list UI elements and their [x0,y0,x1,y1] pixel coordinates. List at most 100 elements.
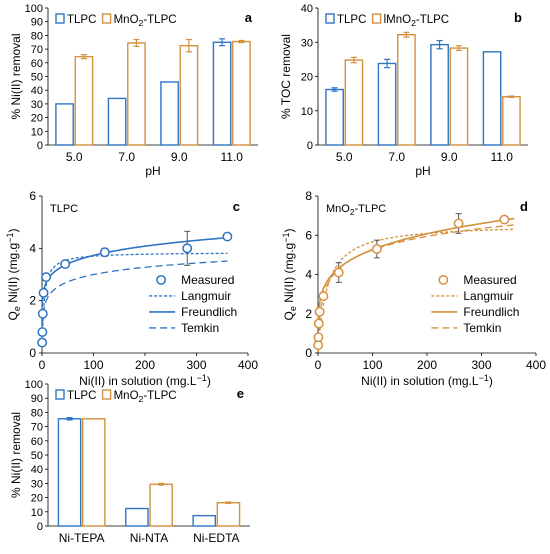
x-tick-label: 5.0 [66,150,83,164]
bar-mno2-tlpc [232,40,251,146]
bar-tlpc [325,88,344,146]
text-span: TLPC [337,14,366,26]
legend-label: MnO2-TLPC [114,390,177,404]
y-tick-label: 40 [301,3,313,15]
y-tick-label: 10 [301,106,313,118]
y-axis-label: % Ni(II) removal [9,412,23,498]
text-span: e [12,306,22,311]
text-span: -TLPC [354,203,386,215]
y-tick-label: 80 [31,30,43,42]
text-span: e [288,306,298,311]
y-axis-label: % TOC removal [279,34,293,119]
x-tick-label: 200 [417,358,437,372]
bar-lmno2-tlpc [344,59,364,146]
text-span: TLPC [67,390,96,402]
y-tick-label: 60 [31,58,43,70]
bar-mno2-tlpc [74,55,94,146]
y-tick-label: 20 [31,493,43,505]
text-span: % TOC removal [279,34,293,119]
bar-mno2-tlpc [179,44,199,146]
y-tick-label: 0 [37,140,43,152]
text-span: 2 [139,18,144,28]
text-span: MnO [386,14,411,26]
y-tick-label: 6 [29,189,36,203]
y-tick-label: 50 [31,450,43,462]
y-tick-label: 60 [31,436,43,448]
bar-tlpc [55,103,74,146]
measured-point [37,327,48,338]
text-span: Q [6,311,20,320]
legend-label: Measured [181,273,234,287]
measured-point [222,231,233,242]
y-axis-label: Qe Ni(II) (mg.g−1) [281,229,298,321]
y-tick-label: 90 [31,17,43,29]
legend-marker [438,274,449,285]
bar-tlpc [57,418,82,527]
text-span: ) [282,229,296,233]
x-axis-label: Ni(II) in solution (mg.L−1) [79,373,211,388]
y-tick-label: 90 [31,393,43,405]
legend-label: Langmuir [463,289,513,303]
text-span: l [384,14,387,26]
text-span: −1 [5,233,15,243]
x-tick-label: 11.0 [491,150,514,164]
text-span: Ni(II) in solution (mg [361,374,468,388]
bar-tlpc [430,43,449,146]
y-tick-label: 40 [31,464,43,476]
y-axis-label: % Ni(II) removal [9,33,23,119]
y-tick-label: 20 [301,72,313,84]
bar-mno2-tlpc [127,42,146,146]
text-span: .g [282,243,296,253]
x-axis-label: pH [145,164,160,178]
measured-point [37,308,48,319]
x-tick-label: 100 [362,358,382,372]
legend-label: lMnO2-TLPC [384,14,450,28]
legend-label: TLPC [67,14,96,26]
bar-tlpc [107,97,127,146]
text-span: −1 [479,373,489,383]
y-tick-label: 100 [25,379,43,391]
legend-swatch [101,13,112,24]
text-span: ) [489,374,493,388]
y-tick-label: 8 [305,189,312,203]
measured-point [41,272,52,283]
legend-swatch [55,13,65,24]
y-tick-label: 40 [31,85,43,97]
legend-label: Freundlich [181,305,237,319]
legend-swatch [55,389,65,400]
panel-label: b [514,10,522,25]
y-tick-label: 2 [29,294,36,308]
text-span: MnO [114,14,139,26]
x-tick-label: 400 [526,358,546,372]
text-span: 2 [350,208,355,217]
legend-swatch [371,13,382,24]
text-span: .L [187,374,197,388]
x-tick-label: 9.0 [441,150,458,164]
text-span: -TLPC [143,390,176,402]
measured-point [99,247,110,258]
bar-tlpc [192,514,217,527]
y-tick-label: 6 [305,228,312,242]
y-tick-label: 30 [31,478,43,490]
measured-point [37,337,48,348]
x-tick-label: 7.0 [388,150,405,164]
text-span: MnO [326,203,350,215]
x-tick-label: 300 [471,358,491,372]
text-span: MnO [114,390,139,402]
measured-point [313,332,324,343]
legend-label: MnO2-TLPC [114,14,177,28]
y-tick-label: 70 [31,44,43,56]
text-span: TLPC [50,203,78,215]
text-span: % Ni(II) removal [9,412,23,498]
legend-swatch [325,13,335,24]
measured-point [318,291,329,302]
measured-point [371,244,382,254]
measured-point [499,214,510,225]
bar-lmno2-tlpc [397,34,416,146]
panel-label: c [233,199,240,214]
text-span: TLPC [67,14,96,26]
text-span: Q [282,311,296,320]
text-span: −1 [281,233,291,243]
